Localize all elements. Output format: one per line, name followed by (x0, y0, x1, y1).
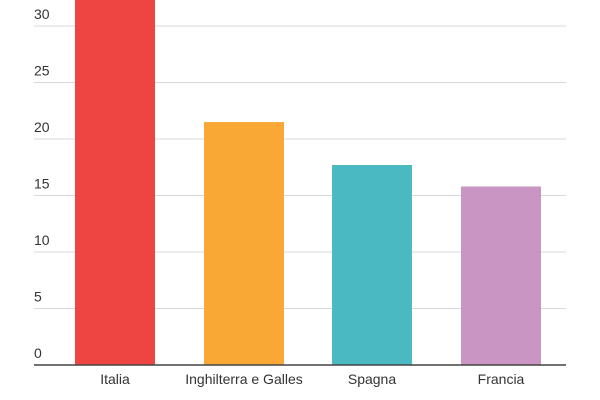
y-tick-label: 10 (34, 232, 50, 248)
bar-italia (75, 0, 155, 365)
y-axis-tick-labels: 0 5 10 15 20 25 30 (34, 6, 50, 361)
x-category-label: Inghilterra e Galles (185, 371, 303, 387)
y-tick-label: 0 (34, 345, 42, 361)
bars (75, 0, 541, 365)
y-tick-label: 5 (34, 289, 42, 305)
y-tick-label: 15 (34, 176, 50, 192)
x-category-label: Spagna (348, 371, 396, 387)
bar-inghilterra-e-galles (204, 122, 284, 365)
x-category-label: Italia (100, 371, 130, 387)
x-category-label: Francia (478, 371, 525, 387)
y-tick-label: 30 (34, 6, 50, 22)
bar-spagna (332, 164, 412, 365)
y-tick-label: 25 (34, 63, 50, 79)
x-axis-category-labels: Italia Inghilterra e Galles Spagna Francia (100, 371, 524, 387)
bar-francia (461, 186, 541, 365)
y-tick-label: 20 (34, 119, 50, 135)
